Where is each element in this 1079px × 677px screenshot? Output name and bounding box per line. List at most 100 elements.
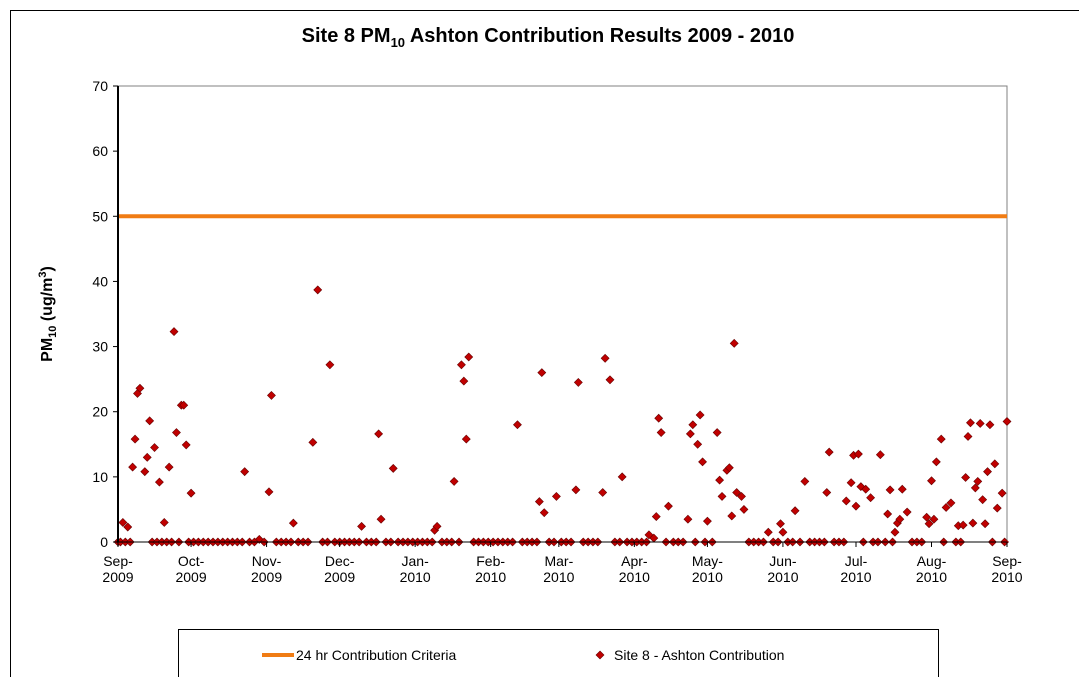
data-point	[693, 439, 703, 449]
x-tick-label: Sep-2009	[102, 553, 133, 585]
data-point	[724, 463, 734, 473]
data-point	[856, 482, 866, 492]
data-point	[685, 429, 695, 439]
x-tick-label-line: 2010	[991, 569, 1022, 585]
data-point	[924, 519, 934, 529]
title-sub: 10	[391, 35, 405, 50]
data-point	[698, 457, 707, 467]
data-point	[651, 512, 661, 522]
x-tick-label-line: Oct-	[178, 553, 205, 569]
y-tick-label: 20	[92, 404, 108, 420]
y-tick-label: 70	[92, 78, 108, 94]
data-point	[181, 440, 191, 450]
data-point	[688, 420, 698, 430]
data-point	[118, 518, 128, 527]
data-point	[702, 516, 712, 526]
data-point	[664, 501, 673, 511]
data-point	[159, 518, 169, 527]
plot-area	[117, 85, 1008, 543]
data-point	[978, 495, 988, 505]
title-part: Ashton Contribution Results 2009 - 2010	[405, 25, 794, 47]
data-point	[973, 476, 983, 486]
x-tick-label-line: Feb-	[476, 553, 505, 569]
data-point	[288, 518, 298, 528]
x-tick-label-line: Apr-	[621, 553, 648, 569]
marks	[113, 214, 1012, 547]
data-point	[927, 476, 936, 486]
y-axis-label: PM10 (ug/m3)	[37, 266, 59, 362]
data-point	[145, 416, 155, 426]
x-tick-label-line: Jan-	[402, 553, 430, 569]
data-point	[459, 376, 469, 386]
data-point	[854, 449, 863, 459]
x-tick-label-line: Jun-	[769, 553, 797, 569]
x-tick-label-line: 2010	[400, 569, 431, 585]
x-tick-label-line: 2009	[102, 569, 133, 585]
data-point	[432, 521, 442, 531]
data-point	[376, 514, 386, 524]
data-point	[605, 375, 615, 385]
data-point	[461, 434, 471, 444]
data-point	[142, 452, 152, 462]
data-point	[464, 352, 474, 362]
data-point	[929, 514, 939, 524]
x-tick-label: Dec-2009	[324, 553, 355, 585]
data-point	[922, 512, 932, 522]
data-point	[841, 496, 851, 506]
x-tick-label-line: 2010	[619, 569, 650, 585]
chart-title: Site 8 PM10 Ashton Contribution Results …	[302, 25, 795, 50]
x-tick-label-line: 2010	[916, 569, 947, 585]
data-point	[150, 443, 159, 452]
y-tick-label: 60	[92, 143, 108, 159]
y-label-part: (ug/m	[39, 278, 56, 326]
data-point	[861, 484, 871, 494]
x-tick-label-line: 2009	[324, 569, 355, 585]
y-label-sub: 10	[47, 326, 59, 338]
data-point	[154, 477, 164, 487]
data-point	[695, 410, 705, 420]
data-point	[902, 507, 912, 517]
data-point	[997, 488, 1007, 498]
y-tick-label: 30	[92, 339, 108, 355]
data-point	[790, 506, 800, 516]
data-point	[931, 457, 941, 467]
data-point	[179, 400, 189, 410]
data-point	[325, 360, 335, 370]
data-point	[729, 338, 739, 348]
data-point	[936, 434, 946, 444]
x-tick-label-line: 2010	[543, 569, 574, 585]
y-label-part: )	[39, 266, 56, 271]
data-point	[240, 467, 250, 477]
data-point	[966, 418, 975, 428]
data-point	[264, 487, 274, 497]
data-point	[970, 483, 980, 493]
x-tick-label: Mar-2010	[543, 553, 574, 585]
x-tick-label-line: 2009	[251, 569, 282, 585]
data-point	[388, 463, 398, 473]
data-point	[123, 522, 133, 532]
data-point	[164, 462, 174, 472]
data-point	[169, 327, 179, 337]
data-point	[890, 527, 900, 537]
data-point	[822, 488, 832, 497]
data-point	[456, 360, 466, 370]
data-point	[712, 428, 722, 437]
data-point	[778, 527, 788, 537]
data-point	[617, 472, 627, 482]
x-tick-label: Oct-2009	[175, 553, 206, 585]
data-point	[846, 478, 856, 488]
y-tick-label: 0	[100, 534, 108, 550]
data-point	[1002, 417, 1012, 426]
data-point	[537, 368, 547, 378]
x-tick-label-line: 2010	[840, 569, 871, 585]
data-point	[683, 514, 693, 524]
data-point	[968, 518, 978, 528]
legend-label: 24 hr Contribution Criteria	[296, 647, 457, 663]
data-point	[598, 488, 608, 497]
data-point	[656, 428, 666, 437]
x-tick-label-line: Jul-	[845, 553, 868, 569]
data-point	[866, 493, 876, 503]
data-point	[975, 419, 985, 428]
data-point	[140, 467, 150, 477]
